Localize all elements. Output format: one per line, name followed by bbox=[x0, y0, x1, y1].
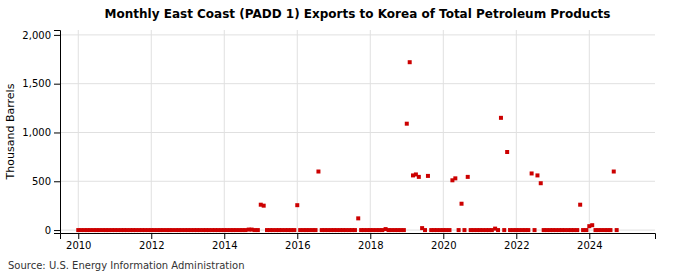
point bbox=[353, 228, 357, 232]
x-tick: 2020 bbox=[431, 233, 456, 251]
x-tick-mark bbox=[224, 233, 225, 239]
point bbox=[466, 175, 470, 179]
point bbox=[578, 203, 582, 207]
x-grid-line bbox=[224, 30, 225, 233]
point bbox=[314, 228, 318, 232]
chart-container: 2010 2012 2014 2016 2018 2020 2022 2024 0 500 1,00… bbox=[0, 0, 675, 275]
point bbox=[499, 116, 503, 120]
x-tick: 2016 bbox=[285, 233, 310, 251]
point bbox=[530, 171, 534, 175]
point bbox=[539, 181, 543, 185]
point bbox=[460, 202, 464, 206]
y-tick: 1,000 bbox=[22, 127, 60, 138]
point bbox=[535, 173, 539, 177]
point bbox=[262, 204, 266, 208]
y-tick: 1,500 bbox=[22, 78, 60, 89]
y-tick-mark bbox=[54, 132, 60, 133]
x-grid-line bbox=[151, 30, 152, 233]
x-tick-label: 2016 bbox=[285, 240, 310, 251]
x-tick: 2022 bbox=[504, 233, 529, 251]
grid bbox=[60, 30, 655, 233]
point bbox=[457, 228, 461, 232]
x-tick: 2024 bbox=[577, 233, 602, 251]
point bbox=[526, 228, 530, 232]
annotation: Source: U.S. Energy Information Administ… bbox=[8, 260, 245, 271]
x-grid-line bbox=[589, 30, 590, 233]
point bbox=[590, 223, 594, 227]
x-tick-mark bbox=[589, 233, 590, 239]
x-axis: 2010 2012 2014 2016 2018 2020 2022 2024 bbox=[61, 233, 656, 251]
x-grid-line bbox=[78, 30, 79, 233]
point bbox=[316, 170, 320, 174]
x-grid-line bbox=[370, 30, 371, 233]
point bbox=[295, 203, 299, 207]
y-tick-label: 2,000 bbox=[22, 30, 51, 41]
x-grid-line bbox=[297, 30, 298, 233]
x-tick-label: 2018 bbox=[358, 240, 383, 251]
y-tick-label: 1,500 bbox=[22, 78, 51, 89]
point bbox=[533, 228, 537, 232]
y-tick-mark bbox=[54, 181, 60, 182]
x-tick-mark bbox=[516, 233, 517, 239]
x-grid-line bbox=[443, 30, 444, 233]
point bbox=[462, 228, 466, 232]
point bbox=[502, 228, 506, 232]
x-tick: 2014 bbox=[212, 233, 237, 251]
y-tick-mark bbox=[54, 35, 60, 36]
point bbox=[575, 228, 579, 232]
y-grid-line bbox=[60, 132, 655, 133]
point bbox=[505, 150, 509, 154]
y-tick: 2,000 bbox=[22, 30, 60, 41]
y-grid-line bbox=[60, 34, 655, 35]
x-tick-mark bbox=[370, 233, 371, 239]
points bbox=[76, 60, 618, 232]
y-grid-line bbox=[60, 83, 655, 84]
point bbox=[496, 228, 500, 232]
point bbox=[608, 228, 612, 232]
y-tick-mark bbox=[54, 84, 60, 85]
x-tick-label: 2022 bbox=[504, 240, 529, 251]
point bbox=[612, 170, 616, 174]
point bbox=[426, 174, 430, 178]
y-axis: 0 500 1,000 1,500 2,000 bbox=[22, 30, 60, 236]
point bbox=[417, 175, 421, 179]
x-axis-line bbox=[61, 234, 656, 240]
point bbox=[402, 228, 406, 232]
chart-svg: 2010 2012 2014 2016 2018 2020 2022 2024 0 500 1,00… bbox=[0, 0, 675, 275]
y-axis-line bbox=[54, 31, 61, 234]
x-tick-label: 2012 bbox=[139, 240, 164, 251]
title: Monthly East Coast (PADD 1) Exports to K… bbox=[105, 7, 611, 21]
y-tick-label: 500 bbox=[32, 176, 51, 187]
point bbox=[423, 228, 427, 232]
x-tick: 2012 bbox=[139, 233, 164, 251]
y-tick-label: 0 bbox=[45, 225, 51, 236]
point bbox=[292, 228, 296, 232]
x-tick-label: 2014 bbox=[212, 240, 237, 251]
y-tick-mark bbox=[54, 230, 60, 231]
y-tick: 0 bbox=[45, 225, 60, 236]
x-tick-mark bbox=[151, 233, 152, 239]
point bbox=[453, 176, 457, 180]
x-tick-mark bbox=[297, 233, 298, 239]
x-tick: 2010 bbox=[66, 233, 91, 251]
point bbox=[256, 228, 260, 232]
y-tick-label: 1,000 bbox=[22, 127, 51, 138]
point bbox=[584, 228, 588, 232]
point bbox=[405, 122, 409, 126]
point bbox=[615, 228, 619, 232]
x-tick-label: 2020 bbox=[431, 240, 456, 251]
y-axis-title: Thousand Barrels bbox=[4, 83, 17, 180]
y-tick: 500 bbox=[32, 176, 60, 187]
point bbox=[356, 216, 360, 220]
x-tick-mark bbox=[78, 233, 79, 239]
x-tick-label: 2024 bbox=[577, 240, 602, 251]
x-grid-line bbox=[516, 30, 517, 233]
point bbox=[447, 228, 451, 232]
x-tick-mark bbox=[443, 233, 444, 239]
x-tick: 2018 bbox=[358, 233, 383, 251]
x-tick-label: 2010 bbox=[66, 240, 91, 251]
point bbox=[408, 60, 412, 64]
y-grid-line bbox=[60, 181, 655, 182]
